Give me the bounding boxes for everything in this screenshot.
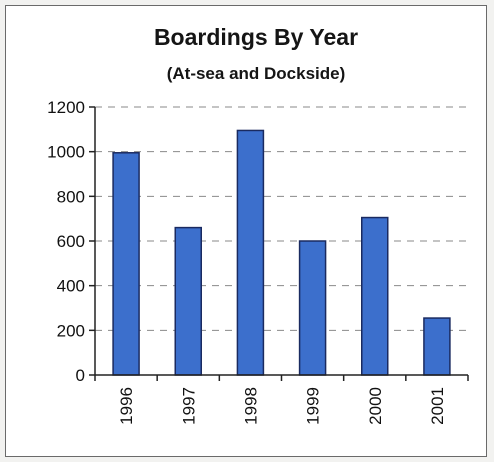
bar-1998 — [236, 129, 265, 376]
x-tick-labels: 1996 1997 1998 1999 2000 2001 — [117, 387, 447, 425]
chart-title: Boardings By Year — [154, 24, 358, 50]
y-tick-label: 1200 — [47, 98, 85, 117]
x-tick-label: 1996 — [117, 387, 136, 425]
y-tick-label: 1000 — [47, 143, 85, 162]
y-tick-label: 0 — [76, 366, 85, 385]
y-tick-label: 800 — [57, 187, 85, 206]
gridlines — [95, 106, 468, 331]
y-tick-label: 400 — [57, 277, 85, 296]
bar-1999 — [298, 240, 327, 376]
x-tick-label: 1997 — [179, 387, 198, 425]
axes — [89, 106, 469, 381]
x-tick-label: 1998 — [241, 387, 260, 425]
bar-2001 — [423, 317, 451, 376]
bar-1996 — [112, 152, 140, 376]
x-tick-label: 2001 — [428, 387, 447, 425]
chart-subtitle: (At-sea and Dockside) — [167, 64, 346, 83]
y-tick-label: 200 — [57, 321, 85, 340]
x-tick-label: 2000 — [366, 387, 385, 425]
bars — [112, 129, 451, 376]
x-tick-label: 1999 — [304, 387, 323, 425]
bar-1997 — [174, 226, 202, 376]
y-tick-labels: 0 200 400 600 800 1000 1200 — [47, 98, 85, 385]
bar-2000 — [361, 216, 389, 376]
y-tick-label: 600 — [57, 232, 85, 251]
